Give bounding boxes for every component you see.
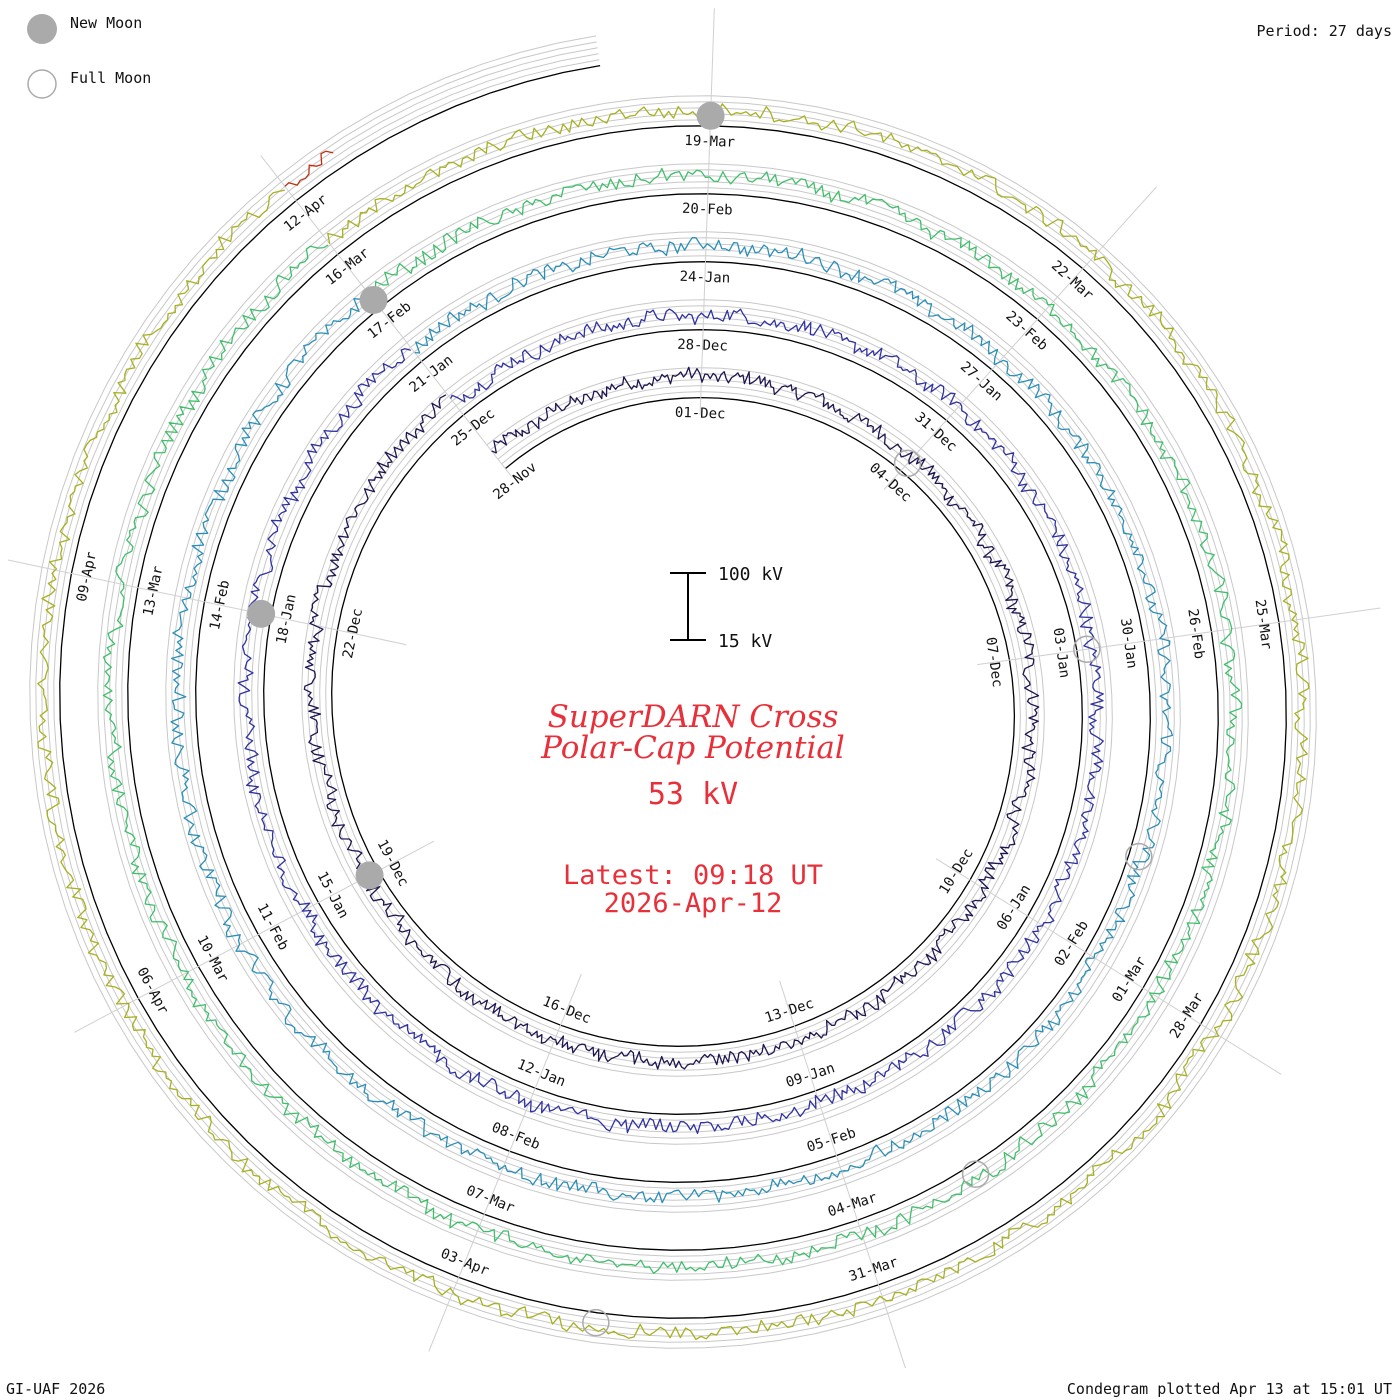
date-label: 23-Feb — [1002, 308, 1050, 354]
title-line-1: SuperDARN Cross — [548, 699, 839, 735]
full-moon-marker — [1125, 842, 1153, 871]
radial-spoke — [7, 559, 407, 646]
date-label: 05-Feb — [805, 1125, 858, 1156]
date-label: 26-Feb — [1184, 608, 1207, 660]
date-label: 07-Dec — [982, 636, 1005, 688]
new-moon-marker — [247, 599, 276, 628]
date-label: 09-Apr — [74, 550, 100, 603]
date-label: 16-Dec — [540, 994, 593, 1028]
date-label: 12-Jan — [515, 1057, 568, 1091]
credit-label: GI-UAF 2026 — [6, 1380, 106, 1398]
date-label: 25-Dec — [448, 406, 498, 450]
date-label: 11-Feb — [254, 901, 292, 953]
date-label: 28-Dec — [677, 337, 728, 355]
date-label: 06-Jan — [994, 882, 1034, 933]
date-label: 19-Mar — [684, 133, 735, 151]
scale-top-label: 100 kV — [718, 564, 783, 585]
date-label: 06-Apr — [133, 965, 171, 1017]
moon-phase-markers — [247, 101, 1153, 1337]
center-title: SuperDARN Cross Polar-Cap Potential 53 k… — [540, 699, 845, 919]
date-label: 28-Nov — [490, 459, 540, 503]
period-label: Period: 27 days — [1256, 22, 1392, 40]
date-label: 01-Dec — [675, 405, 726, 423]
title-line-2: Polar-Cap Potential — [540, 730, 845, 766]
date-label: 10-Mar — [193, 933, 231, 985]
scale-bar: 100 kV 15 kV — [670, 564, 783, 652]
ring-grid — [29, 35, 1317, 1349]
date-label: 20-Feb — [682, 201, 733, 219]
trace-rotation-2 — [237, 308, 1104, 1135]
radial-spokes — [7, 8, 1381, 1369]
date-label: 09-Jan — [784, 1060, 837, 1091]
latest-time: Latest: 09:18 UT — [563, 860, 823, 891]
new-moon-legend-icon — [27, 14, 57, 44]
radial-spoke — [260, 155, 512, 477]
trace-rotation-1 — [303, 366, 1040, 1070]
full-moon-marker — [582, 1308, 610, 1337]
trace-rotation-3 — [170, 237, 1174, 1204]
radial-spoke — [779, 980, 906, 1369]
date-label: 22-Mar — [1048, 258, 1096, 304]
radial-spoke — [699, 8, 715, 416]
date-label: 22-Dec — [340, 607, 366, 660]
date-label: 18-Jan — [274, 593, 300, 646]
date-label: 25-Mar — [1252, 598, 1275, 650]
radial-spoke — [883, 186, 1157, 490]
plotted-label: Condegram plotted Apr 13 at 15:01 UT — [1066, 1380, 1392, 1398]
radial-spoke — [977, 607, 1381, 666]
radial-spoke — [935, 858, 1282, 1075]
new-moon-legend-label: New Moon — [70, 14, 142, 32]
trace-rotation-5 — [37, 103, 1310, 1341]
date-label: 13-Dec — [763, 996, 816, 1027]
new-moon-marker — [359, 285, 388, 314]
date-label: 30-Jan — [1117, 617, 1140, 669]
trace-rotation-4 — [102, 167, 1243, 1274]
full-moon-marker — [961, 1160, 990, 1188]
full-moon-legend-label: Full Moon — [70, 69, 151, 87]
full-moon-marker — [893, 449, 922, 478]
date-label: 03-Jan — [1050, 627, 1073, 679]
date-label: 31-Dec — [911, 409, 959, 455]
ring-grid-line — [29, 35, 1317, 1349]
date-label: 03-Apr — [438, 1246, 491, 1280]
new-moon-marker — [696, 101, 725, 130]
moon-legend: New Moon Full Moon — [27, 14, 151, 99]
potential-traces — [37, 103, 1310, 1341]
current-value: 53 kV — [648, 777, 738, 812]
date-label: 31-Mar — [847, 1254, 900, 1285]
date-label: 12-Apr — [281, 191, 331, 235]
date-label: 13-Mar — [140, 565, 166, 618]
date-label: 24-Jan — [679, 269, 730, 287]
date-label: 04-Dec — [866, 460, 914, 506]
trace-rotation-6 — [284, 150, 334, 187]
latest-date: 2026-Apr-12 — [604, 888, 783, 919]
full-moon-legend-icon — [27, 69, 57, 99]
scale-bottom-label: 15 kV — [718, 631, 772, 652]
date-label: 14-Feb — [207, 579, 233, 632]
date-label: 07-Mar — [464, 1183, 517, 1217]
date-label: 27-Jan — [957, 359, 1005, 405]
ring-grid-line — [59, 64, 1287, 1319]
date-label: 21-Jan — [407, 352, 457, 396]
ring-grid-line — [41, 47, 1305, 1337]
date-label: 08-Feb — [489, 1120, 542, 1154]
full-moon-marker — [1073, 635, 1101, 663]
radial-spoke — [428, 973, 582, 1352]
new-moon-marker — [355, 861, 384, 890]
date-label: 16-Mar — [323, 245, 373, 289]
date-label: 15-Jan — [314, 869, 352, 921]
ring-grid-line — [35, 41, 1311, 1343]
